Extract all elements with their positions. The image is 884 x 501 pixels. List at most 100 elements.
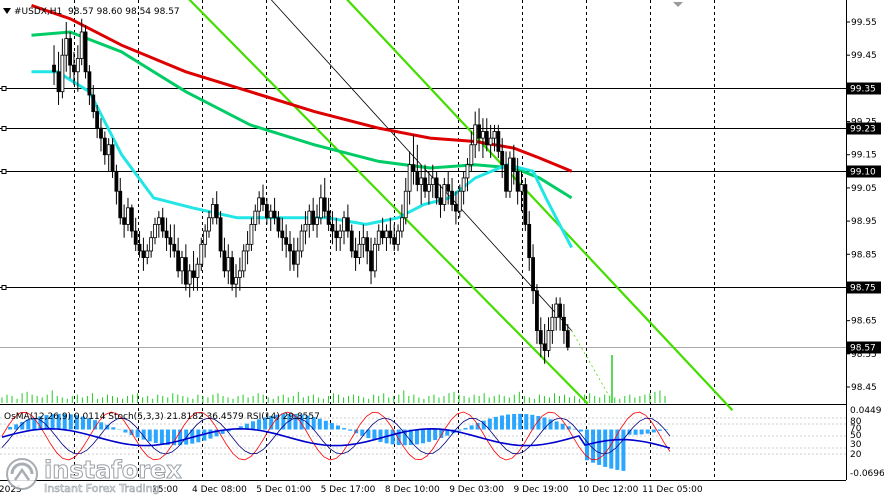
candle-body	[88, 72, 91, 95]
candle-body	[481, 132, 484, 139]
level-handle[interactable]	[2, 127, 6, 131]
candle-body	[61, 55, 64, 92]
candle-body	[119, 191, 122, 218]
price-tick-label: 98.45	[851, 383, 877, 393]
candle-body	[200, 244, 203, 264]
time-tick-label: 9 Dec 03:00	[449, 485, 504, 495]
candle-body	[277, 218, 280, 231]
osma-bar	[251, 421, 255, 429]
osma-bar	[603, 430, 607, 467]
osma-bar	[470, 425, 474, 429]
candle-body	[300, 231, 303, 251]
candle-body	[246, 244, 249, 251]
osma-bar	[597, 430, 601, 465]
level-handle[interactable]	[2, 286, 6, 290]
price-axis: 99.5599.4599.2599.1599.0598.9598.8598.65…	[846, 18, 884, 479]
price-tick-label: 99.15	[851, 151, 877, 161]
candle-body	[501, 151, 504, 164]
osma-bar	[640, 430, 644, 435]
candle-body	[397, 231, 400, 244]
time-tick-label: 5 Dec 01:00	[256, 485, 311, 495]
osma-bar	[494, 417, 498, 430]
osma-bar	[342, 428, 346, 429]
price-level-label: 99.35	[850, 85, 876, 95]
price-level-label: 98.57	[850, 344, 876, 354]
candle-body	[107, 145, 110, 155]
candle-body	[335, 231, 338, 238]
candle-body	[539, 331, 542, 344]
candle-body	[215, 205, 218, 218]
time-tick-label: 5 Dec 17:00	[321, 485, 376, 495]
candle-body	[389, 231, 392, 238]
osma-bar	[646, 430, 650, 434]
candle-body	[535, 291, 538, 331]
price-level-label: 98.75	[850, 284, 876, 294]
candle-body	[343, 218, 346, 231]
candle-body	[497, 132, 500, 152]
time-tick-label: 4 Dec 08:00	[192, 485, 247, 495]
candle-body	[478, 125, 481, 138]
osma-bar	[439, 430, 443, 438]
level-handle[interactable]	[2, 87, 6, 91]
candle-body	[466, 165, 469, 178]
candle-body	[516, 171, 519, 191]
candle-body	[227, 258, 230, 271]
osma-bar	[336, 426, 340, 430]
candle-body	[69, 39, 72, 66]
price-tick-label: 99.05	[851, 184, 877, 194]
candle-body	[289, 244, 292, 251]
candle-body	[180, 258, 183, 271]
indicator-label: OsMA(12,26,9) 0.0114 Stoch(5,3,3) 21.818…	[4, 412, 320, 422]
osma-bar	[506, 415, 510, 430]
candle-body	[192, 271, 195, 278]
price-tick-label: 99.45	[851, 51, 877, 61]
candle-body	[157, 218, 160, 225]
osma-bar	[561, 424, 565, 430]
candle-body	[377, 231, 380, 244]
candle-body	[358, 244, 361, 257]
candle-body	[520, 185, 523, 192]
candle-body	[123, 218, 126, 225]
osma-bar	[324, 421, 328, 430]
price-tick-label: 98.95	[851, 217, 877, 227]
candle-body	[130, 208, 133, 231]
candle	[524, 178, 527, 231]
candle-body	[262, 198, 265, 205]
candle-body	[528, 224, 531, 257]
osma-bar	[415, 430, 419, 445]
candle-body	[474, 125, 477, 145]
osma-bar	[549, 419, 553, 429]
candle-body	[543, 344, 546, 351]
osma-bar	[518, 414, 522, 430]
candle-body	[505, 165, 508, 192]
candle-body	[551, 317, 554, 330]
candle-body	[524, 185, 527, 225]
candle-body	[304, 224, 307, 231]
candle-body	[126, 208, 129, 225]
candle-body	[72, 65, 75, 72]
indicator-tick-label: -0.0696	[850, 469, 884, 479]
candle-body	[381, 231, 384, 238]
candle-body	[451, 191, 454, 204]
candle	[508, 151, 511, 197]
candle-body	[96, 112, 99, 129]
ohlc-label: 98.57 98.60 98.54 98.57	[68, 7, 180, 17]
time-tick-label: 8 Dec 10:00	[385, 485, 440, 495]
candle-body	[196, 264, 199, 277]
osma-bar	[634, 430, 638, 435]
candle-body	[323, 198, 326, 211]
osma-bar	[208, 430, 212, 439]
indicator-tick-label: 20	[850, 450, 862, 460]
candle-body	[312, 211, 315, 224]
candle-body	[223, 251, 226, 271]
osma-bar	[433, 430, 437, 441]
level-handle[interactable]	[2, 170, 6, 174]
candle-body	[435, 178, 438, 198]
osma-bar	[457, 430, 461, 431]
candle-body	[238, 271, 241, 278]
watermark-tagline: Instant Forex Trading	[44, 482, 160, 495]
candle-body	[373, 244, 376, 271]
candle-body	[115, 171, 118, 191]
candle-body	[142, 251, 145, 258]
